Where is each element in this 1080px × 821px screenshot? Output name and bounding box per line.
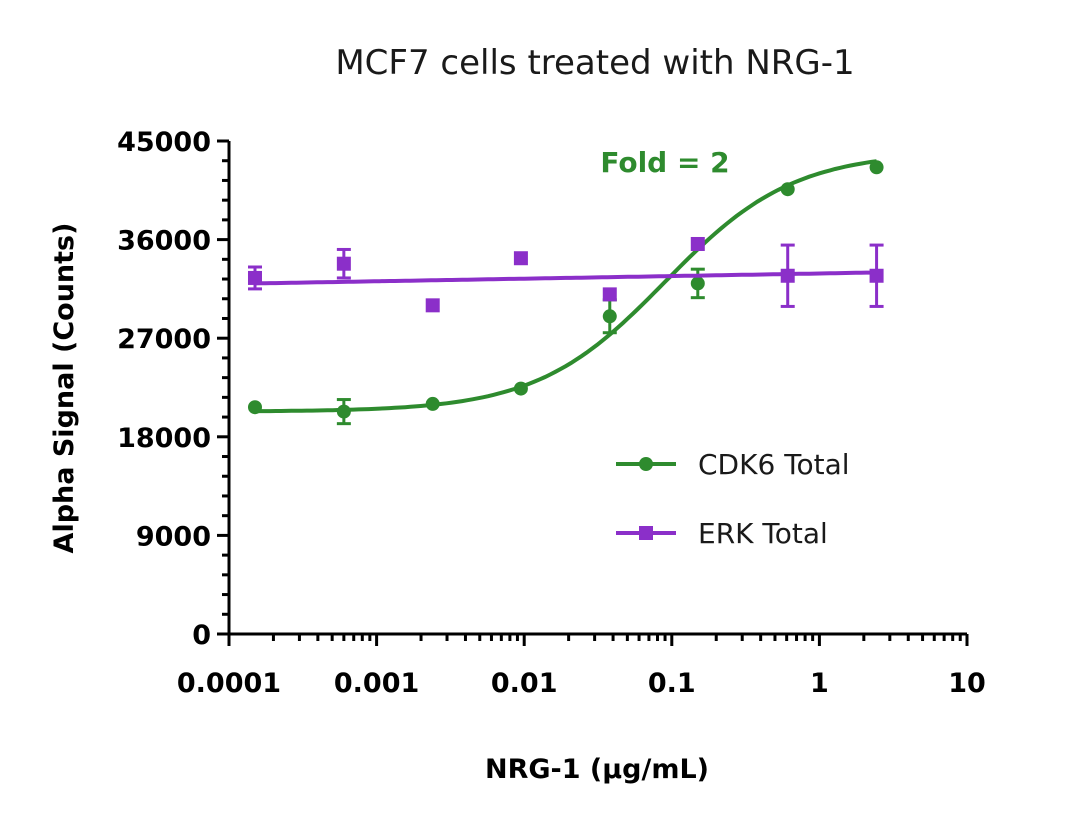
fold-annotation: Fold = 2 (600, 146, 729, 179)
data-point (425, 396, 440, 411)
series-2 (247, 236, 884, 313)
data-point (690, 276, 705, 291)
legend-item: CDK6 Total (616, 448, 850, 481)
y-tick-label: 45000 (117, 127, 211, 158)
x-tick-label: 0.0001 (177, 668, 281, 699)
data-point (690, 236, 705, 251)
data-point (336, 404, 351, 419)
fit-line (254, 270, 877, 286)
y-axis-label: Alpha Signal (Counts) (49, 223, 80, 554)
y-tick-label: 18000 (117, 423, 211, 454)
series-1 (247, 159, 884, 426)
legend: CDK6 Total ERK Total (616, 448, 850, 550)
x-tick-label: 0.1 (648, 668, 696, 699)
y-tick-label: 36000 (117, 226, 211, 257)
x-axis: 0.0001 0.001 0.01 0.1 1 10 (177, 632, 986, 699)
data-point (869, 160, 884, 175)
plot-area (247, 159, 884, 426)
y-axis: 0 9000 18000 27000 36000 45000 (117, 127, 231, 651)
data-point (869, 268, 884, 283)
data-point (336, 256, 351, 271)
legend-label: ERK Total (698, 517, 828, 550)
data-point (602, 287, 617, 302)
data-point (247, 400, 262, 415)
data-point (247, 270, 262, 285)
data-point (780, 182, 795, 197)
data-point (780, 268, 795, 283)
legend-marker (639, 526, 653, 540)
chart-title: MCF7 cells treated with NRG-1 (335, 43, 854, 83)
legend-item: ERK Total (616, 517, 828, 550)
x-tick-label: 10 (948, 668, 986, 699)
legend-label: CDK6 Total (698, 448, 850, 481)
y-tick-label: 27000 (117, 324, 211, 355)
data-point (602, 309, 617, 324)
y-tick-label: 9000 (136, 521, 211, 552)
x-tick-label: 1 (810, 668, 829, 699)
data-point (513, 251, 528, 266)
x-axis-label: NRG-1 (µg/mL) (485, 754, 709, 785)
x-tick-label: 0.001 (334, 668, 419, 699)
y-tick-label: 0 (192, 620, 211, 651)
legend-marker (639, 457, 653, 471)
data-point (425, 298, 440, 313)
x-tick-label: 0.01 (491, 668, 558, 699)
fit-line (254, 159, 877, 414)
data-point (513, 381, 528, 396)
